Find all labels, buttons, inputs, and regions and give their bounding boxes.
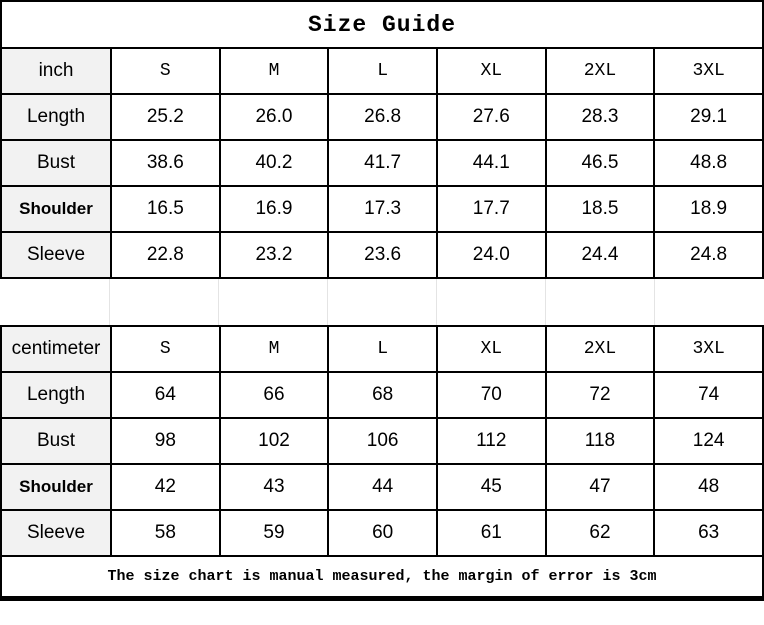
row-label-cell: Length — [0, 371, 112, 419]
value-cell: 18.9 — [653, 185, 764, 233]
size-header-cell: 3XL — [653, 47, 764, 95]
value-cell: 44.1 — [435, 139, 547, 187]
value-cell: 17.3 — [327, 185, 438, 233]
size-header-cell: S — [110, 47, 221, 95]
spacer-cell — [219, 279, 328, 325]
value-cell: 48.8 — [653, 139, 764, 187]
value-cell: 118 — [544, 417, 656, 465]
value-cell: 16.9 — [218, 185, 330, 233]
table-row: Bust 98 102 106 112 118 124 — [0, 417, 764, 465]
table-header-row: centimeter S M L XL 2XL 3XL — [0, 325, 764, 373]
value-cell: 43 — [218, 463, 330, 511]
value-cell: 42 — [110, 463, 221, 511]
size-header-cell: M — [218, 325, 330, 373]
value-cell: 58 — [110, 509, 221, 557]
value-cell: 124 — [653, 417, 764, 465]
value-cell: 66 — [218, 371, 330, 419]
value-cell: 63 — [653, 509, 764, 557]
inch-table: inch S M L XL 2XL 3XL Length 25.2 26.0 2… — [0, 47, 764, 279]
value-cell: 29.1 — [653, 93, 764, 141]
row-label-cell: Shoulder — [0, 463, 112, 511]
size-header-cell: XL — [435, 47, 547, 95]
value-cell: 28.3 — [544, 93, 656, 141]
value-cell: 24.0 — [435, 231, 547, 279]
value-cell: 24.4 — [544, 231, 656, 279]
spacer-cell — [0, 279, 110, 325]
value-cell: 61 — [435, 509, 547, 557]
value-cell: 74 — [653, 371, 764, 419]
spacer-cell — [546, 279, 655, 325]
size-header-cell: 2XL — [544, 325, 656, 373]
value-cell: 106 — [327, 417, 438, 465]
value-cell: 16.5 — [110, 185, 221, 233]
spacer-cell — [110, 279, 219, 325]
value-cell: 18.5 — [544, 185, 656, 233]
row-label-cell: Bust — [0, 417, 112, 465]
value-cell: 72 — [544, 371, 656, 419]
value-cell: 47 — [544, 463, 656, 511]
row-label-cell: Length — [0, 93, 112, 141]
value-cell: 48 — [653, 463, 764, 511]
value-cell: 38.6 — [110, 139, 221, 187]
size-header-cell: S — [110, 325, 221, 373]
size-header-cell: 3XL — [653, 325, 764, 373]
spacer-cell — [655, 279, 764, 325]
size-header-cell: M — [218, 47, 330, 95]
value-cell: 23.6 — [327, 231, 438, 279]
table-spacer — [0, 279, 764, 325]
value-cell: 64 — [110, 371, 221, 419]
row-label-cell: Sleeve — [0, 509, 112, 557]
table-row: Length 25.2 26.0 26.8 27.6 28.3 29.1 — [0, 93, 764, 141]
size-header-cell: XL — [435, 325, 547, 373]
size-header-cell: L — [327, 325, 438, 373]
value-cell: 45 — [435, 463, 547, 511]
row-label-cell: Bust — [0, 139, 112, 187]
value-cell: 17.7 — [435, 185, 547, 233]
row-label-cell: Sleeve — [0, 231, 112, 279]
value-cell: 26.0 — [218, 93, 330, 141]
value-cell: 26.8 — [327, 93, 438, 141]
table-row: Sleeve 58 59 60 61 62 63 — [0, 509, 764, 557]
value-cell: 25.2 — [110, 93, 221, 141]
row-label-cell: Shoulder — [0, 185, 112, 233]
value-cell: 68 — [327, 371, 438, 419]
value-cell: 59 — [218, 509, 330, 557]
measurement-disclaimer: The size chart is manual measured, the m… — [0, 557, 764, 601]
value-cell: 46.5 — [544, 139, 656, 187]
value-cell: 24.8 — [653, 231, 764, 279]
value-cell: 62 — [544, 509, 656, 557]
unit-cell: centimeter — [0, 325, 112, 373]
value-cell: 40.2 — [218, 139, 330, 187]
value-cell: 98 — [110, 417, 221, 465]
table-row: Shoulder 16.5 16.9 17.3 17.7 18.5 18.9 — [0, 185, 764, 233]
centimeter-table: centimeter S M L XL 2XL 3XL Length 64 66… — [0, 325, 764, 557]
unit-cell: inch — [0, 47, 112, 95]
value-cell: 27.6 — [435, 93, 547, 141]
table-header-row: inch S M L XL 2XL 3XL — [0, 47, 764, 95]
size-header-cell: L — [327, 47, 438, 95]
size-header-cell: 2XL — [544, 47, 656, 95]
value-cell: 112 — [435, 417, 547, 465]
table-row: Length 64 66 68 70 72 74 — [0, 371, 764, 419]
spacer-cell — [328, 279, 437, 325]
table-row: Shoulder 42 43 44 45 47 48 — [0, 463, 764, 511]
value-cell: 22.8 — [110, 231, 221, 279]
spacer-cell — [437, 279, 546, 325]
value-cell: 41.7 — [327, 139, 438, 187]
table-row: Bust 38.6 40.2 41.7 44.1 46.5 48.8 — [0, 139, 764, 187]
value-cell: 102 — [218, 417, 330, 465]
value-cell: 60 — [327, 509, 438, 557]
value-cell: 23.2 — [218, 231, 330, 279]
value-cell: 70 — [435, 371, 547, 419]
table-row: Sleeve 22.8 23.2 23.6 24.0 24.4 24.8 — [0, 231, 764, 279]
page-title: Size Guide — [0, 0, 764, 47]
value-cell: 44 — [327, 463, 438, 511]
